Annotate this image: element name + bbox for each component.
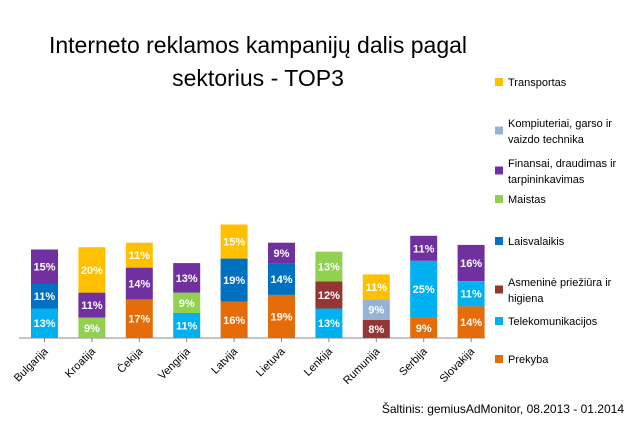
- bar-bulgarija-finansai-draudimas-ir-tarpininkavimas: [31, 249, 58, 284]
- data-label-cekija-prekyba: 17%: [128, 314, 150, 326]
- legend-label-prekyba: Prekyba: [508, 354, 549, 366]
- bar-rumunija-asmenine-prieziura-ir-higiena: [362, 319, 390, 338]
- data-label-latvija-laisvalaikis: 19%: [223, 275, 245, 287]
- bar-cekija-transportas: [125, 242, 153, 268]
- bar-lenkija-maistas: [315, 251, 343, 282]
- legend-label-maistas: Maistas: [508, 194, 546, 206]
- data-label-lietuva-finansai-draudimas-ir-tarpininkavimas: 9%: [274, 248, 290, 260]
- bar-lenkija-asmenine-prieziura-ir-higiena: [315, 281, 343, 309]
- legend-swatch-kompiuteriai-garso-ir-vaizdo-technika: [495, 126, 503, 135]
- bar-rumunija-kompiuteriai-garso-ir-vaizdo-technika: [362, 299, 390, 320]
- x-tick-label-rumunija: Rumunija: [341, 345, 383, 387]
- bar-bulgarija-telekomunikacijos: [31, 308, 58, 338]
- x-tick-label-cekija: Čekija: [115, 344, 146, 375]
- data-label-latvija-transportas: 15%: [223, 237, 245, 249]
- data-label-lietuva-laisvalaikis: 14%: [270, 274, 292, 286]
- legend-label-kompiuteriai-garso-ir-vaizdo-technika-line-1: Kompiuteriai, garso ir: [508, 118, 612, 130]
- data-label-latvija-prekyba: 16%: [223, 315, 245, 327]
- plot-area: 13% 11% 15% Bulgarija 9% 11% 20% Kroatija 17% 14%…: [12, 224, 485, 387]
- x-tick-label-vengrija: Vengrija: [156, 345, 193, 382]
- legend-swatch-asmenine-prieziura-ir-higiena: [495, 285, 503, 294]
- bar-cekija-prekyba: [125, 299, 153, 338]
- bar-slovakija-prekyba: [457, 306, 485, 338]
- data-label-serbija-telekomunikacijos: 25%: [413, 284, 435, 296]
- x-tick-label-lietuva: Lietuva: [254, 345, 288, 379]
- bar-vengrija-telekomunikacijos: [173, 313, 201, 338]
- data-label-rumunija-asmenine-prieziura-ir-higiena: 8%: [368, 324, 384, 336]
- x-tick-label-bulgarija: Bulgarija: [12, 345, 51, 384]
- data-label-slovakija-finansai-draudimas-ir-tarpininkavimas: 16%: [460, 258, 482, 270]
- bar-slovakija-telekomunikacijos: [457, 281, 485, 307]
- data-label-lenkija-asmenine-prieziura-ir-higiena: 12%: [318, 290, 340, 302]
- bar-cekija-finansai-draudimas-ir-tarpininkavimas: [125, 267, 153, 300]
- bar-slovakija-finansai-draudimas-ir-tarpininkavimas: [457, 244, 485, 282]
- data-label-kroatija-transportas: 20%: [81, 265, 103, 277]
- data-label-bulgarija-finansai-draudimas-ir-tarpininkavimas: 15%: [33, 262, 55, 274]
- bar-serbija-finansai-draudimas-ir-tarpininkavimas: [410, 235, 438, 261]
- legend-label-finansai-draudimas-ir-tarpininkavimas-line-1: Finansai, draudimas ir: [508, 158, 617, 170]
- source-note: Šaltinis: gemiusAdMonitor, 08.2013 - 01.…: [382, 401, 624, 416]
- bar-vengrija-maistas: [173, 292, 201, 313]
- x-tick-label-lenkija: Lenkija: [302, 345, 336, 379]
- bar-latvija-laisvalaikis: [220, 258, 248, 302]
- chart-title-line-1: Interneto reklamos kampanijų dalis pagal: [49, 32, 467, 58]
- data-label-bulgarija-telekomunikacijos: 13%: [33, 318, 55, 330]
- data-label-vengrija-telekomunikacijos: 11%: [176, 321, 198, 333]
- legend-swatch-laisvalaikis: [495, 237, 503, 245]
- data-label-lenkija-maistas: 13%: [318, 262, 340, 274]
- data-label-cekija-transportas: 11%: [129, 250, 151, 262]
- data-label-serbija-prekyba: 9%: [416, 323, 432, 335]
- bar-lietuva-laisvalaikis: [268, 263, 295, 295]
- bar-lietuva-finansai-draudimas-ir-tarpininkavimas: [268, 242, 295, 264]
- legend-label-asmenine-prieziura-ir-higiena-line-1: Asmeninė priežiūra ir: [508, 277, 612, 289]
- legend-label-telekomunikacijos: Telekomunikacijos: [508, 316, 598, 328]
- bar-kroatija-maistas: [78, 317, 106, 338]
- bar-kroatija-transportas: [78, 247, 106, 293]
- legend-swatch-telekomunikacijos: [495, 317, 503, 325]
- bar-serbija-prekyba: [410, 317, 438, 338]
- data-label-vengrija-finansai-draudimas-ir-tarpininkavimas: 13%: [176, 273, 198, 285]
- data-label-vengrija-maistas: 9%: [179, 298, 195, 310]
- legend-label-finansai-draudimas-ir-tarpininkavimas-line-2: tarpininkavimas: [508, 174, 585, 186]
- bar-vengrija-finansai-draudimas-ir-tarpininkavimas: [173, 263, 201, 293]
- legend-swatch-prekyba: [495, 355, 503, 363]
- data-label-rumunija-transportas: 11%: [366, 282, 388, 294]
- x-tick-label-slovakija: Slovakija: [438, 345, 478, 385]
- x-tick-label-latvija: Latvija: [209, 345, 241, 377]
- bar-latvija-prekyba: [220, 301, 248, 338]
- data-label-serbija-finansai-draudimas-ir-tarpininkavimas: 11%: [413, 243, 435, 255]
- data-label-cekija-finansai-draudimas-ir-tarpininkavimas: 14%: [128, 279, 150, 291]
- legend-swatch-finansai-draudimas-ir-tarpininkavimas: [495, 166, 503, 175]
- data-label-rumunija-kompiuteriai-garso-ir-vaizdo-technika: 9%: [368, 305, 384, 317]
- bar-latvija-transportas: [220, 224, 248, 259]
- data-label-bulgarija-laisvalaikis: 11%: [34, 291, 56, 303]
- legend-label-transportas: Transportas: [508, 77, 567, 89]
- legend-swatch-maistas: [495, 195, 503, 203]
- data-label-kroatija-maistas: 9%: [84, 323, 100, 335]
- x-tick-label-serbija: Serbija: [397, 345, 430, 378]
- bar-lietuva-prekyba: [268, 294, 295, 338]
- bar-lenkija-telekomunikacijos: [315, 308, 343, 338]
- legend-label-kompiuteriai-garso-ir-vaizdo-technika-line-2: vaizdo technika: [508, 134, 585, 146]
- data-label-slovakija-prekyba: 14%: [460, 317, 482, 329]
- data-label-lietuva-prekyba: 19%: [270, 311, 292, 323]
- bar-bulgarija-laisvalaikis: [31, 283, 58, 309]
- data-label-lenkija-telekomunikacijos: 13%: [318, 318, 340, 330]
- legend-swatch-transportas: [495, 78, 503, 86]
- legend-label-laisvalaikis: Laisvalaikis: [508, 236, 565, 248]
- bar-kroatija-finansai-draudimas-ir-tarpininkavimas: [78, 292, 106, 318]
- legend: Transportas Kompiuteriai, garso ir vaizdo …: [495, 77, 617, 366]
- bar-serbija-telekomunikacijos: [410, 260, 438, 318]
- data-label-kroatija-finansai-draudimas-ir-tarpininkavimas: 11%: [81, 300, 103, 312]
- data-label-slovakija-telekomunikacijos: 11%: [460, 289, 482, 301]
- legend-label-asmenine-prieziura-ir-higiena-line-2: higiena: [508, 293, 544, 305]
- chart-title-line-2: sektorius - TOP3: [172, 65, 344, 91]
- bar-rumunija-transportas: [362, 274, 390, 300]
- x-tick-label-kroatija: Kroatija: [63, 345, 98, 380]
